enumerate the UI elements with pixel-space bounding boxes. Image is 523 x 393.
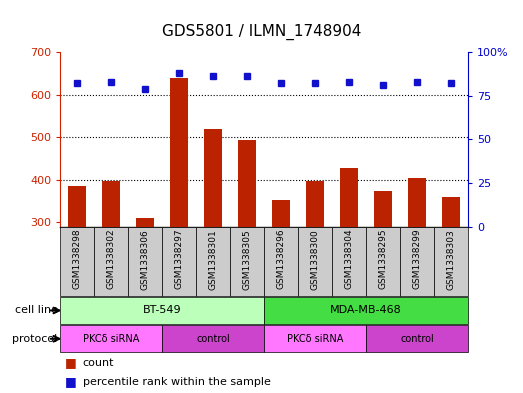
Text: count: count — [83, 358, 114, 368]
Bar — [136, 218, 154, 351]
Text: GSM1338298: GSM1338298 — [73, 229, 82, 290]
Text: MDA-MB-468: MDA-MB-468 — [330, 305, 402, 316]
Bar — [196, 227, 230, 296]
Text: GSM1338300: GSM1338300 — [311, 229, 320, 290]
Bar — [60, 325, 162, 352]
Bar — [366, 325, 468, 352]
Bar — [374, 191, 392, 351]
Bar — [306, 181, 324, 351]
Text: GSM1338304: GSM1338304 — [345, 229, 354, 290]
Bar — [60, 227, 94, 296]
Text: control: control — [400, 334, 434, 344]
Text: GSM1338297: GSM1338297 — [175, 229, 184, 290]
Text: control: control — [196, 334, 230, 344]
Text: GDS5801 / ILMN_1748904: GDS5801 / ILMN_1748904 — [162, 24, 361, 40]
Text: GSM1338296: GSM1338296 — [277, 229, 286, 290]
Bar — [94, 227, 128, 296]
Bar — [60, 297, 264, 324]
Text: GSM1338305: GSM1338305 — [243, 229, 252, 290]
Bar — [264, 325, 366, 352]
Bar — [442, 197, 460, 351]
Text: GSM1338303: GSM1338303 — [447, 229, 456, 290]
Bar — [340, 168, 358, 351]
Bar — [204, 129, 222, 351]
Text: cell line: cell line — [15, 305, 58, 316]
Text: protocol: protocol — [12, 334, 58, 344]
Text: GSM1338302: GSM1338302 — [107, 229, 116, 290]
Bar — [332, 227, 366, 296]
Bar — [238, 140, 256, 351]
Text: ■: ■ — [65, 356, 77, 369]
Text: PKCδ siRNA: PKCδ siRNA — [287, 334, 343, 344]
Bar — [434, 227, 468, 296]
Bar — [162, 325, 264, 352]
Bar — [68, 186, 86, 351]
Text: GSM1338306: GSM1338306 — [141, 229, 150, 290]
Bar — [162, 227, 196, 296]
Bar — [366, 227, 400, 296]
Bar — [400, 227, 434, 296]
Bar — [230, 227, 264, 296]
Bar — [102, 181, 120, 351]
Text: ■: ■ — [65, 375, 77, 388]
Text: percentile rank within the sample: percentile rank within the sample — [83, 377, 270, 387]
Text: GSM1338299: GSM1338299 — [413, 229, 422, 290]
Text: GSM1338295: GSM1338295 — [379, 229, 388, 290]
Bar — [128, 227, 162, 296]
Bar — [298, 227, 332, 296]
Bar — [408, 178, 426, 351]
Text: BT-549: BT-549 — [143, 305, 181, 316]
Bar — [272, 200, 290, 351]
Bar — [264, 227, 298, 296]
Text: PKCδ siRNA: PKCδ siRNA — [83, 334, 139, 344]
Text: GSM1338301: GSM1338301 — [209, 229, 218, 290]
Bar — [264, 297, 468, 324]
Bar — [170, 78, 188, 351]
